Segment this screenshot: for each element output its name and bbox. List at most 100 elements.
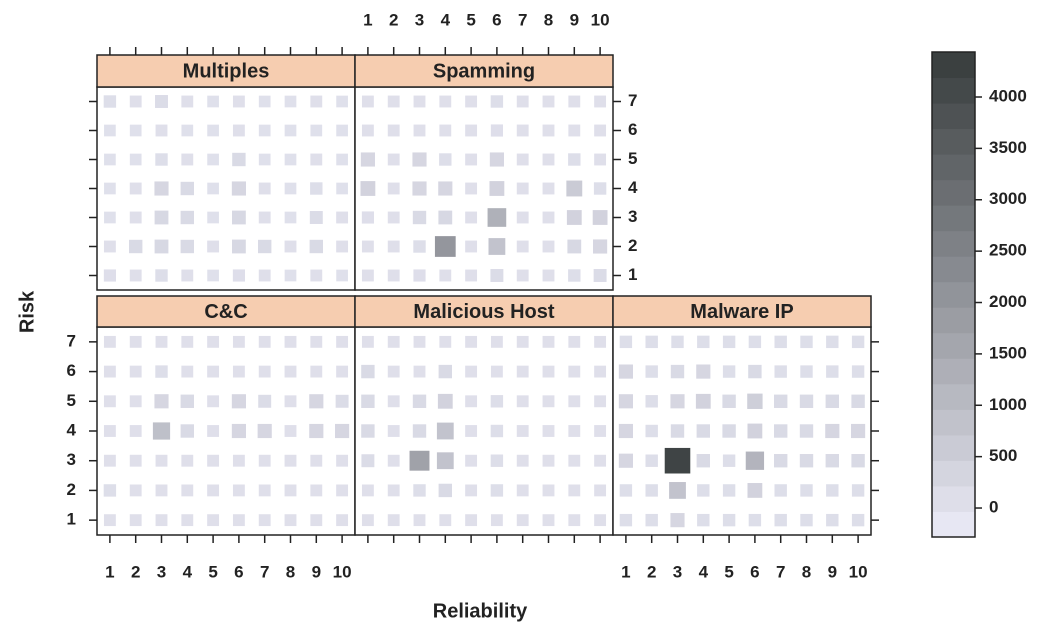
heat-cell bbox=[516, 182, 529, 195]
heat-cell bbox=[568, 269, 581, 282]
heat-cell bbox=[387, 240, 400, 253]
heat-cell bbox=[436, 422, 454, 440]
x-tick-label: 9 bbox=[312, 562, 321, 581]
heat-cell bbox=[618, 364, 633, 379]
heat-cell bbox=[387, 365, 400, 378]
heat-cell bbox=[465, 153, 478, 166]
heat-cell bbox=[465, 269, 478, 282]
heat-cell bbox=[258, 239, 272, 254]
heat-cell bbox=[568, 153, 581, 166]
heat-cell bbox=[465, 425, 478, 437]
heat-cell bbox=[748, 335, 762, 349]
heat-cell bbox=[465, 454, 478, 467]
heat-cell bbox=[799, 394, 814, 408]
heat-cell bbox=[361, 124, 374, 137]
heat-cell bbox=[645, 395, 658, 408]
heat-cell bbox=[180, 210, 194, 225]
heat-cell bbox=[361, 424, 375, 438]
heat-cell bbox=[594, 514, 607, 527]
heat-cell bbox=[542, 454, 555, 467]
heat-cell bbox=[207, 365, 220, 378]
heat-cell bbox=[258, 95, 271, 108]
heat-cell bbox=[722, 424, 736, 438]
heat-cell bbox=[207, 153, 219, 166]
heat-cell bbox=[207, 124, 219, 137]
heat-cell bbox=[258, 269, 271, 282]
heat-cell bbox=[748, 364, 762, 379]
heat-cell bbox=[438, 483, 452, 498]
heat-cell bbox=[180, 239, 194, 254]
colorbar-tick-label: 1500 bbox=[989, 343, 1027, 362]
heat-cell bbox=[154, 239, 169, 254]
heat-cell bbox=[180, 394, 194, 408]
heat-cell bbox=[542, 484, 555, 497]
y-tick-label: 3 bbox=[67, 450, 76, 469]
heat-cell bbox=[800, 484, 813, 497]
heat-cell bbox=[465, 124, 478, 137]
heat-cell bbox=[695, 393, 711, 409]
heat-cell bbox=[851, 513, 865, 527]
heat-cell bbox=[361, 454, 375, 468]
heat-cell bbox=[336, 182, 348, 195]
heat-cell bbox=[490, 365, 503, 378]
heat-cell bbox=[129, 335, 142, 348]
heat-cell bbox=[826, 335, 839, 349]
heat-cell bbox=[104, 182, 116, 195]
x-tick-label: 8 bbox=[802, 562, 811, 581]
colorbar-band bbox=[932, 103, 975, 130]
heat-cell bbox=[232, 239, 246, 254]
heat-cell bbox=[103, 395, 116, 408]
heat-cell bbox=[490, 95, 504, 108]
heat-cell bbox=[516, 124, 529, 137]
panel-title: Multiples bbox=[183, 60, 270, 82]
heat-cell bbox=[488, 238, 506, 255]
heat-cell bbox=[361, 484, 374, 497]
heat-cell bbox=[181, 269, 194, 282]
heat-cell bbox=[258, 211, 271, 224]
heat-cell bbox=[619, 484, 633, 497]
heat-cell bbox=[618, 423, 633, 439]
heat-cell bbox=[568, 335, 581, 348]
x-tick-label: 4 bbox=[699, 562, 709, 581]
heat-cell bbox=[490, 335, 503, 348]
heat-cell bbox=[180, 181, 194, 196]
heat-cell bbox=[207, 269, 219, 282]
heat-cell bbox=[722, 394, 736, 408]
y-tick-label: 7 bbox=[67, 331, 76, 350]
heat-cell bbox=[490, 484, 504, 497]
heat-cell bbox=[490, 424, 504, 438]
heat-cell bbox=[490, 124, 503, 137]
heat-cell bbox=[207, 240, 220, 253]
x-tick-label: 10 bbox=[591, 10, 610, 29]
heat-cell bbox=[745, 451, 765, 470]
heat-cell bbox=[826, 484, 839, 497]
heat-cell bbox=[129, 454, 142, 467]
heat-cell bbox=[747, 483, 763, 498]
heat-cell bbox=[439, 335, 452, 348]
heat-cell bbox=[722, 484, 736, 497]
heat-cell bbox=[284, 425, 297, 437]
heat-cell bbox=[542, 240, 555, 253]
heat-cell bbox=[437, 393, 453, 409]
heat-cell bbox=[232, 152, 246, 167]
heat-cell bbox=[542, 395, 555, 408]
x-tick-label: 3 bbox=[415, 10, 424, 29]
colorbar-tick-label: 2500 bbox=[989, 241, 1027, 260]
heat-cell bbox=[851, 335, 865, 349]
heat-cell bbox=[542, 269, 555, 282]
heat-cell bbox=[722, 454, 736, 467]
heat-cell bbox=[465, 240, 478, 253]
heat-cell bbox=[439, 124, 452, 137]
colorbar-band bbox=[932, 281, 975, 308]
heat-cell bbox=[748, 513, 762, 527]
x-tick-label: 7 bbox=[776, 562, 785, 581]
heat-cell bbox=[155, 484, 168, 497]
colorbar-band bbox=[932, 460, 975, 487]
heat-cell bbox=[645, 335, 658, 349]
heat-cell bbox=[104, 211, 116, 224]
colorbar-band bbox=[932, 383, 975, 410]
y-axis-title: Risk bbox=[16, 290, 38, 333]
heat-cell bbox=[284, 484, 297, 497]
colorbar-band bbox=[932, 434, 975, 461]
x-tick-label: 4 bbox=[441, 10, 451, 29]
